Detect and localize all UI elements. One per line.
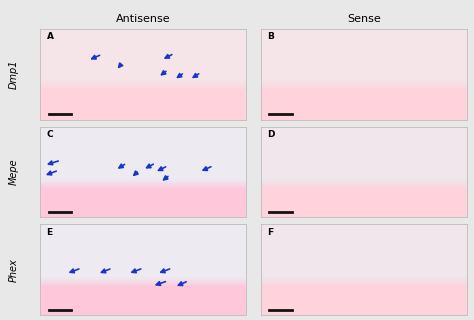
Bar: [40, 84, 246, 85]
Bar: [261, 85, 467, 86]
Bar: [40, 183, 246, 184]
Text: Dmp1: Dmp1: [9, 60, 19, 89]
Bar: [40, 283, 246, 284]
Bar: [40, 86, 246, 87]
Bar: [261, 280, 467, 281]
Text: Sense: Sense: [347, 14, 381, 24]
Bar: [261, 88, 467, 89]
Bar: [261, 186, 467, 187]
Text: E: E: [46, 228, 53, 237]
Bar: [261, 90, 467, 120]
Bar: [40, 85, 246, 86]
Bar: [40, 185, 246, 186]
Bar: [261, 87, 467, 88]
Bar: [261, 181, 467, 182]
Bar: [40, 277, 246, 278]
Bar: [261, 83, 467, 84]
Bar: [40, 87, 246, 88]
Bar: [40, 89, 246, 90]
Bar: [261, 184, 467, 185]
Bar: [40, 83, 246, 84]
Text: Mepe: Mepe: [9, 159, 19, 185]
Bar: [40, 278, 246, 279]
Bar: [261, 81, 467, 82]
Bar: [261, 284, 467, 285]
Bar: [40, 186, 246, 187]
Bar: [40, 281, 246, 282]
Bar: [261, 282, 467, 283]
Bar: [261, 86, 467, 87]
Text: D: D: [267, 130, 274, 139]
Bar: [261, 283, 467, 284]
Bar: [40, 90, 246, 120]
Text: F: F: [267, 228, 273, 237]
Bar: [40, 285, 246, 286]
Bar: [261, 188, 467, 217]
Bar: [261, 82, 467, 83]
Text: C: C: [46, 130, 53, 139]
Bar: [261, 89, 467, 90]
Bar: [261, 281, 467, 282]
Bar: [40, 182, 246, 183]
Bar: [261, 279, 467, 280]
Text: A: A: [46, 32, 54, 41]
Bar: [40, 184, 246, 185]
Bar: [40, 279, 246, 280]
Text: Antisense: Antisense: [116, 14, 171, 24]
Bar: [40, 81, 246, 82]
Bar: [40, 188, 246, 217]
Bar: [40, 180, 246, 181]
Bar: [40, 88, 246, 89]
Bar: [261, 277, 467, 278]
Bar: [40, 179, 246, 180]
Bar: [261, 187, 467, 188]
Bar: [261, 179, 467, 180]
Bar: [261, 185, 467, 186]
Bar: [261, 285, 467, 286]
Bar: [40, 282, 246, 283]
Bar: [261, 183, 467, 184]
Text: B: B: [267, 32, 274, 41]
Bar: [261, 182, 467, 183]
Bar: [40, 181, 246, 182]
Bar: [40, 280, 246, 281]
Bar: [40, 284, 246, 285]
Bar: [261, 286, 467, 315]
Bar: [40, 82, 246, 83]
Text: Phex: Phex: [9, 258, 19, 282]
Bar: [261, 84, 467, 85]
Bar: [40, 187, 246, 188]
Bar: [40, 286, 246, 315]
Bar: [261, 180, 467, 181]
Bar: [261, 278, 467, 279]
